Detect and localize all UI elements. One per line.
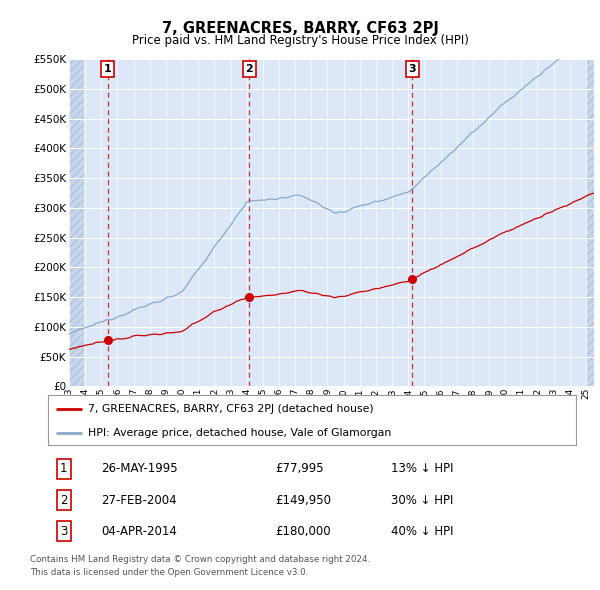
Bar — [587, 59, 594, 386]
Text: £77,995: £77,995 — [275, 463, 323, 476]
Text: 7, GREENACRES, BARRY, CF63 2PJ (detached house): 7, GREENACRES, BARRY, CF63 2PJ (detached… — [88, 404, 373, 414]
Text: £149,950: £149,950 — [275, 493, 331, 507]
Text: 04-APR-2014: 04-APR-2014 — [101, 525, 176, 537]
Text: 1: 1 — [60, 463, 68, 476]
Bar — [69, 59, 84, 386]
Text: 27-FEB-2004: 27-FEB-2004 — [101, 493, 176, 507]
Text: 2: 2 — [245, 64, 253, 74]
Text: 1: 1 — [104, 64, 112, 74]
Text: 26-MAY-1995: 26-MAY-1995 — [101, 463, 178, 476]
Text: 3: 3 — [60, 525, 68, 537]
Text: 30% ↓ HPI: 30% ↓ HPI — [391, 493, 454, 507]
Text: 40% ↓ HPI: 40% ↓ HPI — [391, 525, 454, 537]
Text: 13% ↓ HPI: 13% ↓ HPI — [391, 463, 454, 476]
Text: Price paid vs. HM Land Registry's House Price Index (HPI): Price paid vs. HM Land Registry's House … — [131, 34, 469, 47]
Text: 7, GREENACRES, BARRY, CF63 2PJ: 7, GREENACRES, BARRY, CF63 2PJ — [161, 21, 439, 35]
Text: £180,000: £180,000 — [275, 525, 331, 537]
Text: Contains HM Land Registry data © Crown copyright and database right 2024.: Contains HM Land Registry data © Crown c… — [30, 555, 370, 563]
Text: 3: 3 — [409, 64, 416, 74]
Text: 2: 2 — [60, 493, 68, 507]
Text: HPI: Average price, detached house, Vale of Glamorgan: HPI: Average price, detached house, Vale… — [88, 428, 391, 438]
Text: This data is licensed under the Open Government Licence v3.0.: This data is licensed under the Open Gov… — [30, 568, 308, 576]
